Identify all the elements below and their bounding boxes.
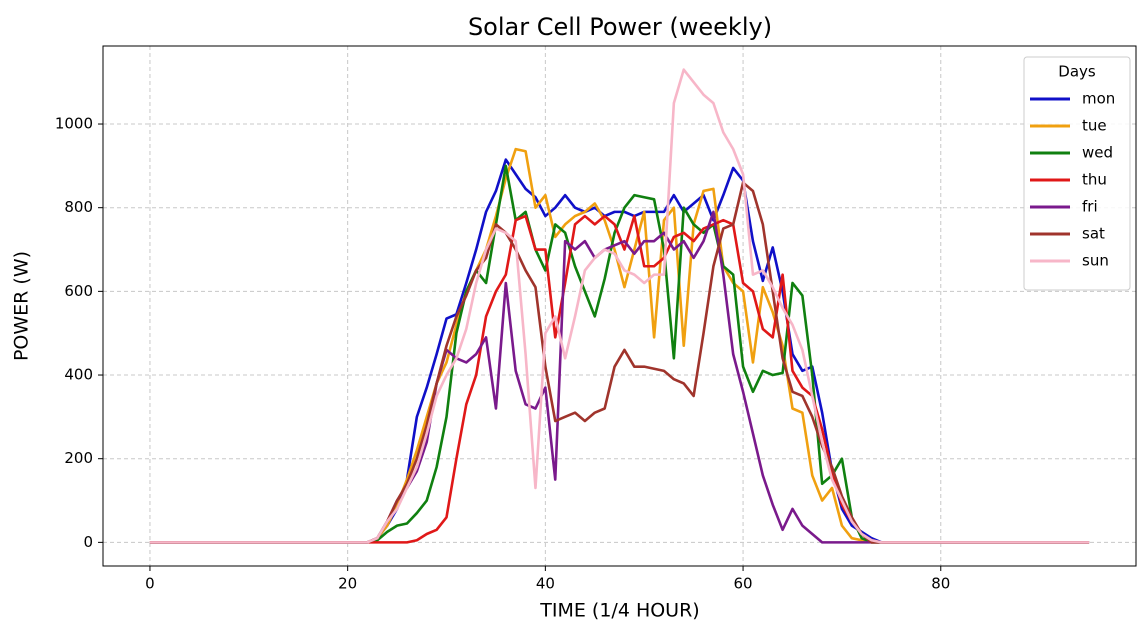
chart-title: Solar Cell Power (weekly) [468,13,772,41]
data-line [149,147,1090,544]
y-tick-label: 200 [64,449,93,467]
legend-label: wed [1082,144,1113,162]
legend-label: sun [1082,252,1109,270]
x-tick-label: 60 [734,575,753,593]
x-tick-label: 0 [145,575,155,593]
legend-label: fri [1082,198,1098,216]
x-tick-label: 40 [536,575,555,593]
x-tick-label: 80 [931,575,950,593]
data-line [149,164,1090,544]
legend-label: tue [1082,117,1107,135]
y-tick-label: 0 [83,533,93,551]
data-line [149,68,1090,544]
y-axis-label: POWER (W) [11,251,33,361]
y-tick-label: 400 [64,366,93,384]
x-axis-label: TIME (1/4 HOUR) [539,600,699,622]
plot-frame [102,45,1137,567]
y-tick-label: 800 [64,198,93,216]
legend-box [1023,56,1131,291]
y-tick-label: 1000 [55,115,93,133]
x-tick-label: 20 [338,575,357,593]
legend-label: mon [1082,90,1115,108]
y-tick-label: 600 [64,282,93,300]
legend-title: Days [1058,63,1096,81]
legend-label: thu [1082,171,1107,189]
legend-label: sat [1082,225,1105,243]
